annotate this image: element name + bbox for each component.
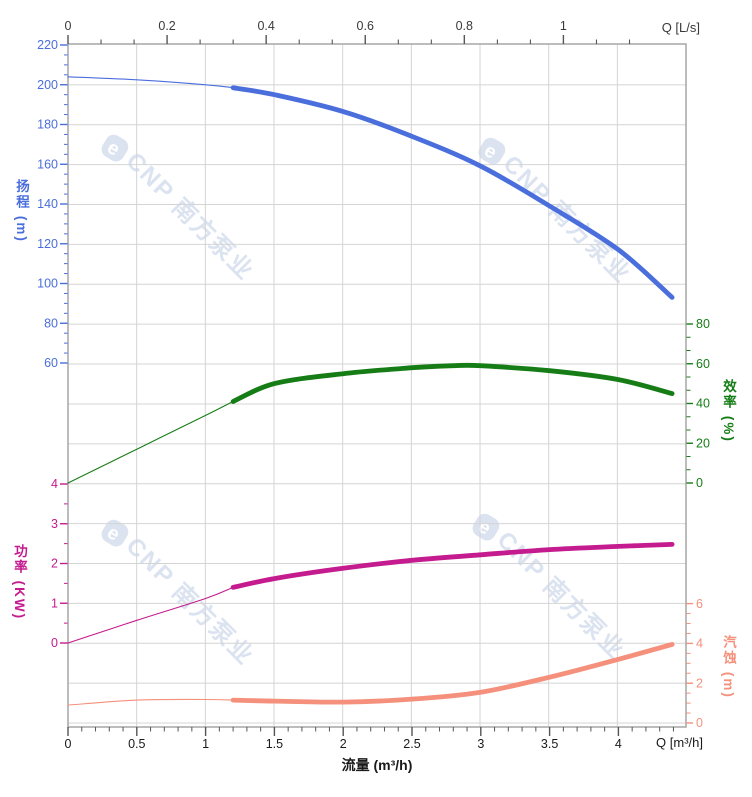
npsh-axis-title: 汽蚀 (m)	[721, 635, 736, 699]
tick-label: 40	[696, 397, 710, 411]
tick-label: 0.6	[357, 19, 374, 33]
head-axis-title: 扬程 (m)	[14, 179, 29, 243]
tick-label: 1.5	[266, 737, 283, 751]
tick-label: 0	[65, 737, 72, 751]
tick-label: 60	[44, 356, 58, 370]
tick-label: 80	[696, 317, 710, 331]
tick-label: 180	[37, 118, 58, 132]
npsh-curve	[230, 642, 675, 705]
tick-label: 0.8	[456, 19, 473, 33]
npsh-curve	[67, 698, 234, 706]
tick-label: 4	[615, 737, 622, 751]
tick-label: 220	[37, 38, 58, 52]
tick-label: 60	[696, 357, 710, 371]
tick-label: 100	[37, 277, 58, 291]
tick-label: 2	[51, 557, 58, 571]
tick-label: 120	[37, 237, 58, 251]
tick-label: 3.5	[541, 737, 558, 751]
head-curve	[230, 85, 675, 300]
tick-label: 3	[51, 517, 58, 531]
power-axis-title: 功率 (KW)	[12, 543, 27, 621]
tick-label: 3	[477, 737, 484, 751]
tick-label: 2	[696, 676, 703, 690]
curves	[67, 76, 675, 706]
tick-labels: 0 0.2 0.4 0.6 0.8 10 0.5 1 1.5 2 2.5 3 3.5 4220200180…	[37, 19, 710, 751]
tick-label: 0.5	[128, 737, 145, 751]
tick-label: 2	[340, 737, 347, 751]
efficiency-curve	[230, 362, 675, 404]
tick-label: 1	[560, 19, 567, 33]
tick-label: 0.4	[257, 19, 274, 33]
tick-label: 6	[696, 597, 703, 611]
grid	[68, 44, 686, 727]
flow-axis-title: 流量 (m³/h)	[341, 757, 413, 773]
tick-label: 1	[51, 596, 58, 610]
plot-frame	[67, 43, 687, 728]
top-axis-unit-label: Q [L/s]	[661, 20, 700, 35]
tick-label: 200	[37, 78, 58, 92]
tick-label: 0	[65, 19, 72, 33]
tick-label: 0	[696, 716, 703, 730]
tick-label: 80	[44, 316, 58, 330]
tick-label: 160	[37, 157, 58, 171]
tick-label: 20	[696, 436, 710, 450]
tick-label: 1	[202, 737, 209, 751]
tick-label: 4	[51, 477, 58, 491]
bottom-axis-unit-label: Q [m³/h]	[656, 735, 703, 750]
tick-label: 0	[696, 476, 703, 490]
power-curve	[230, 542, 675, 590]
tick-label: 2.5	[403, 737, 420, 751]
axis-ticks	[60, 35, 693, 736]
efficiency-curve	[67, 400, 234, 484]
tick-label: 0.2	[158, 19, 175, 33]
tick-label: 140	[37, 197, 58, 211]
tick-label: 0	[51, 636, 58, 650]
head-curve	[67, 76, 234, 89]
power-curve	[67, 586, 234, 644]
tick-label: 4	[696, 637, 703, 651]
efficiency-axis-title: 效率 (%)	[721, 379, 736, 443]
